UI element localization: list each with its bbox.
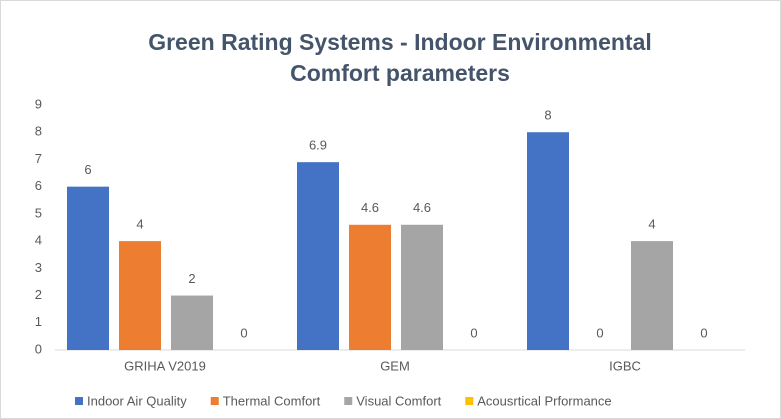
data-label: 0 — [700, 325, 707, 340]
bar — [349, 224, 391, 350]
y-tick-label: 9 — [35, 96, 42, 111]
y-tick-label: 2 — [35, 287, 42, 302]
data-label: 6.9 — [309, 138, 327, 153]
y-tick-label: 4 — [35, 233, 42, 248]
data-label: 4.6 — [361, 200, 379, 215]
x-tick-label: GRIHA V2019 — [124, 358, 206, 373]
data-label: 0 — [470, 325, 477, 340]
bar — [119, 241, 161, 350]
y-tick-label: 6 — [35, 178, 42, 193]
y-tick-label: 5 — [35, 205, 42, 220]
data-label: 4.6 — [413, 200, 431, 215]
chart-title: Comfort parameters — [290, 60, 510, 86]
bar — [67, 186, 109, 350]
bar — [171, 295, 213, 350]
y-tick-label: 0 — [35, 341, 42, 356]
bar — [401, 224, 443, 350]
y-tick-label: 3 — [35, 260, 42, 275]
data-label: 4 — [136, 217, 143, 232]
data-label: 2 — [188, 271, 195, 286]
legend-swatch — [210, 397, 219, 405]
x-tick-label: IGBC — [609, 358, 641, 373]
chart-title: Green Rating Systems - Indoor Environmen… — [148, 29, 652, 55]
y-tick-label: 1 — [35, 314, 42, 329]
legend-swatch — [344, 397, 353, 405]
data-label: 4 — [648, 217, 655, 232]
legend-swatch — [465, 397, 474, 405]
legend-swatch — [75, 397, 83, 405]
legend-label: Visual Comfort — [356, 393, 441, 408]
x-tick-label: GEM — [380, 358, 410, 373]
legend-label: Acousrtical Prformance — [477, 393, 611, 408]
y-tick-label: 8 — [35, 124, 42, 139]
y-tick-label: 7 — [35, 151, 42, 166]
data-label: 8 — [544, 108, 551, 123]
bar — [527, 132, 569, 350]
data-label: 0 — [240, 325, 247, 340]
legend-label: Indoor Air Quality — [87, 393, 187, 408]
bar — [297, 162, 339, 350]
data-label: 6 — [84, 162, 91, 177]
data-label: 0 — [596, 325, 603, 340]
legend-label: Thermal Comfort — [223, 393, 321, 408]
bar — [631, 241, 673, 350]
